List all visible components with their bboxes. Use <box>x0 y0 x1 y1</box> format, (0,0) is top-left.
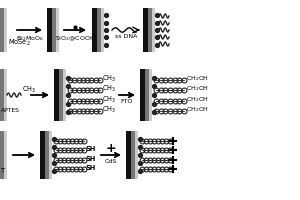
Text: SH: SH <box>86 146 96 152</box>
Bar <box>148 8 152 52</box>
Bar <box>0 131 4 179</box>
Text: CH$_2$OH: CH$_2$OH <box>186 85 209 93</box>
Text: MoSe$_2$: MoSe$_2$ <box>8 38 31 48</box>
Text: SH: SH <box>86 165 96 171</box>
Bar <box>152 8 155 52</box>
Bar <box>97 8 101 52</box>
Text: CH$_3$: CH$_3$ <box>102 105 116 115</box>
Bar <box>4 69 7 121</box>
Bar <box>56 8 59 52</box>
Bar <box>47 8 52 52</box>
Bar <box>145 69 149 121</box>
Bar <box>143 8 148 52</box>
Bar <box>101 8 104 52</box>
Bar <box>63 69 66 121</box>
Text: CH$_3$: CH$_3$ <box>22 85 36 95</box>
Bar <box>0 69 4 121</box>
Text: CH$_3$: CH$_3$ <box>102 74 116 84</box>
Text: CH$_3$: CH$_3$ <box>102 95 116 105</box>
Bar <box>140 69 145 121</box>
Text: SiO$_2$@COOH: SiO$_2$@COOH <box>55 34 95 43</box>
Bar <box>131 131 135 179</box>
Text: FTO: FTO <box>121 99 133 104</box>
Bar <box>40 131 45 179</box>
Bar <box>59 69 63 121</box>
Bar <box>52 8 56 52</box>
Bar <box>92 8 97 52</box>
Text: SH: SH <box>86 156 96 162</box>
Text: ss DNA: ss DNA <box>115 34 137 39</box>
Text: CdS: CdS <box>105 159 117 164</box>
Bar <box>45 131 49 179</box>
Bar <box>49 131 52 179</box>
Text: +: + <box>106 142 116 156</box>
Text: CH$_2$OH: CH$_2$OH <box>186 75 209 83</box>
Bar <box>135 131 138 179</box>
Bar <box>4 131 7 179</box>
Text: CH$_2$OH: CH$_2$OH <box>186 106 209 114</box>
Text: APTES: APTES <box>1 108 20 114</box>
Text: Bi$_2$MoO$_6$: Bi$_2$MoO$_6$ <box>16 34 43 43</box>
Text: CH$_2$OH: CH$_2$OH <box>186 96 209 104</box>
Text: T: T <box>1 168 5 174</box>
Bar <box>0 8 4 52</box>
Text: CH$_3$: CH$_3$ <box>102 84 116 94</box>
Bar <box>4 8 7 52</box>
Bar <box>126 131 131 179</box>
Bar <box>149 69 152 121</box>
Bar <box>54 69 59 121</box>
